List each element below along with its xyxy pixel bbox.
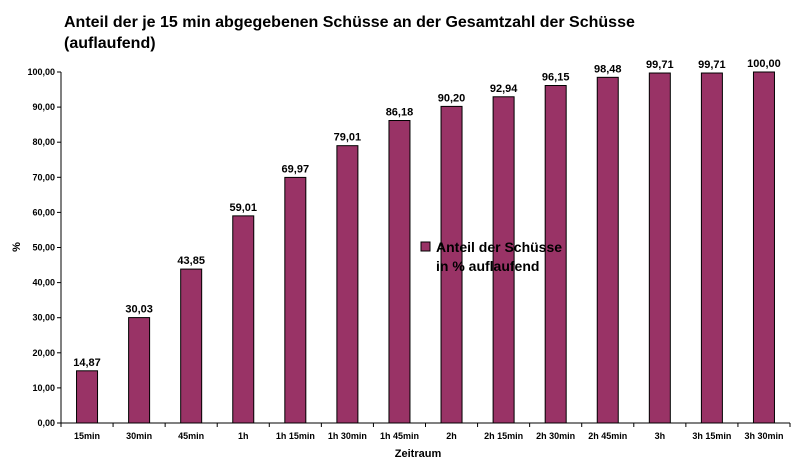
data-label: 59,01 bbox=[229, 202, 257, 214]
data-label: 90,20 bbox=[438, 92, 466, 104]
x-tick-label: 1h 45min bbox=[380, 431, 419, 441]
x-tick-label: 2h 15min bbox=[484, 431, 523, 441]
y-tick-label: 40,00 bbox=[32, 278, 55, 288]
data-label: 79,01 bbox=[334, 132, 362, 144]
legend-label-line-2: in % auflaufend bbox=[436, 258, 539, 274]
bar bbox=[76, 370, 99, 424]
x-tick-label: 3h 15min bbox=[692, 431, 731, 441]
data-label: 100,00 bbox=[747, 58, 781, 70]
x-tick-label: 30min bbox=[126, 431, 152, 441]
data-label: 43,85 bbox=[177, 255, 205, 267]
data-label: 96,15 bbox=[542, 72, 570, 84]
legend: Anteil der Schüsse in % auflaufend bbox=[420, 239, 562, 274]
chart-title-line-2: (auflaufend) bbox=[64, 35, 156, 52]
bar bbox=[596, 76, 619, 424]
x-tick-label: 2h 30min bbox=[536, 431, 575, 441]
data-label: 99,71 bbox=[646, 59, 674, 71]
y-tick-label: 0,00 bbox=[37, 418, 55, 428]
legend-label-line-1: Anteil der Schüsse bbox=[436, 239, 562, 255]
data-label: 69,97 bbox=[282, 163, 310, 175]
y-tick-label: 80,00 bbox=[32, 137, 55, 147]
bars bbox=[76, 71, 775, 424]
y-tick-label: 10,00 bbox=[32, 383, 55, 393]
y-tick-label: 30,00 bbox=[32, 313, 55, 323]
bar bbox=[648, 72, 671, 424]
x-axis-ticks: 15min 30min 45min 1h 1h 15min 1h 30min 1h 45mi… bbox=[60, 423, 791, 441]
x-tick-label: 15min bbox=[74, 431, 100, 441]
data-label: 86,18 bbox=[386, 107, 414, 119]
y-axis-ticks: 0,00 10,00 20,00 30,00 40,00 50,00 60,00 70,00 8… bbox=[27, 67, 61, 428]
x-tick-label: 3h bbox=[655, 431, 666, 441]
chart-title: Anteil der je 15 min abgegebenen Schüsse… bbox=[64, 12, 664, 54]
bar bbox=[700, 72, 723, 424]
x-tick-label: 1h bbox=[238, 431, 249, 441]
bar bbox=[284, 176, 307, 424]
x-tick-label: 3h 30min bbox=[744, 431, 783, 441]
y-tick-label: 100,00 bbox=[27, 67, 55, 77]
data-label: 92,94 bbox=[490, 83, 518, 95]
data-label: 14,87 bbox=[73, 357, 101, 369]
x-tick-label: 1h 30min bbox=[328, 431, 367, 441]
y-axis-label: % bbox=[11, 242, 23, 252]
x-tick-label: 45min bbox=[178, 431, 204, 441]
legend-swatch bbox=[420, 241, 431, 252]
bar bbox=[232, 215, 255, 424]
x-tick-label: 2h bbox=[446, 431, 457, 441]
data-label: 98,48 bbox=[594, 63, 622, 75]
y-tick-label: 90,00 bbox=[32, 102, 55, 112]
chart-title-line-1: Anteil der je 15 min abgegebenen Schüsse… bbox=[64, 14, 635, 31]
data-labels: 14,87 30,03 43,85 59,01 69,97 79,01 86,18 90,20… bbox=[73, 58, 781, 369]
bar bbox=[336, 145, 359, 424]
bar bbox=[752, 71, 775, 424]
data-label: 99,71 bbox=[698, 59, 726, 71]
bar bbox=[128, 317, 151, 424]
y-tick-label: 20,00 bbox=[32, 348, 55, 358]
x-tick-label: 2h 45min bbox=[588, 431, 627, 441]
x-tick-label: 1h 15min bbox=[276, 431, 315, 441]
data-label: 30,03 bbox=[125, 304, 153, 316]
bar bbox=[180, 268, 203, 424]
y-tick-label: 60,00 bbox=[32, 207, 55, 217]
y-tick-label: 50,00 bbox=[32, 243, 55, 253]
bar bbox=[388, 120, 411, 424]
x-axis-label: Zeitraum bbox=[395, 448, 442, 460]
y-tick-label: 70,00 bbox=[32, 172, 55, 182]
